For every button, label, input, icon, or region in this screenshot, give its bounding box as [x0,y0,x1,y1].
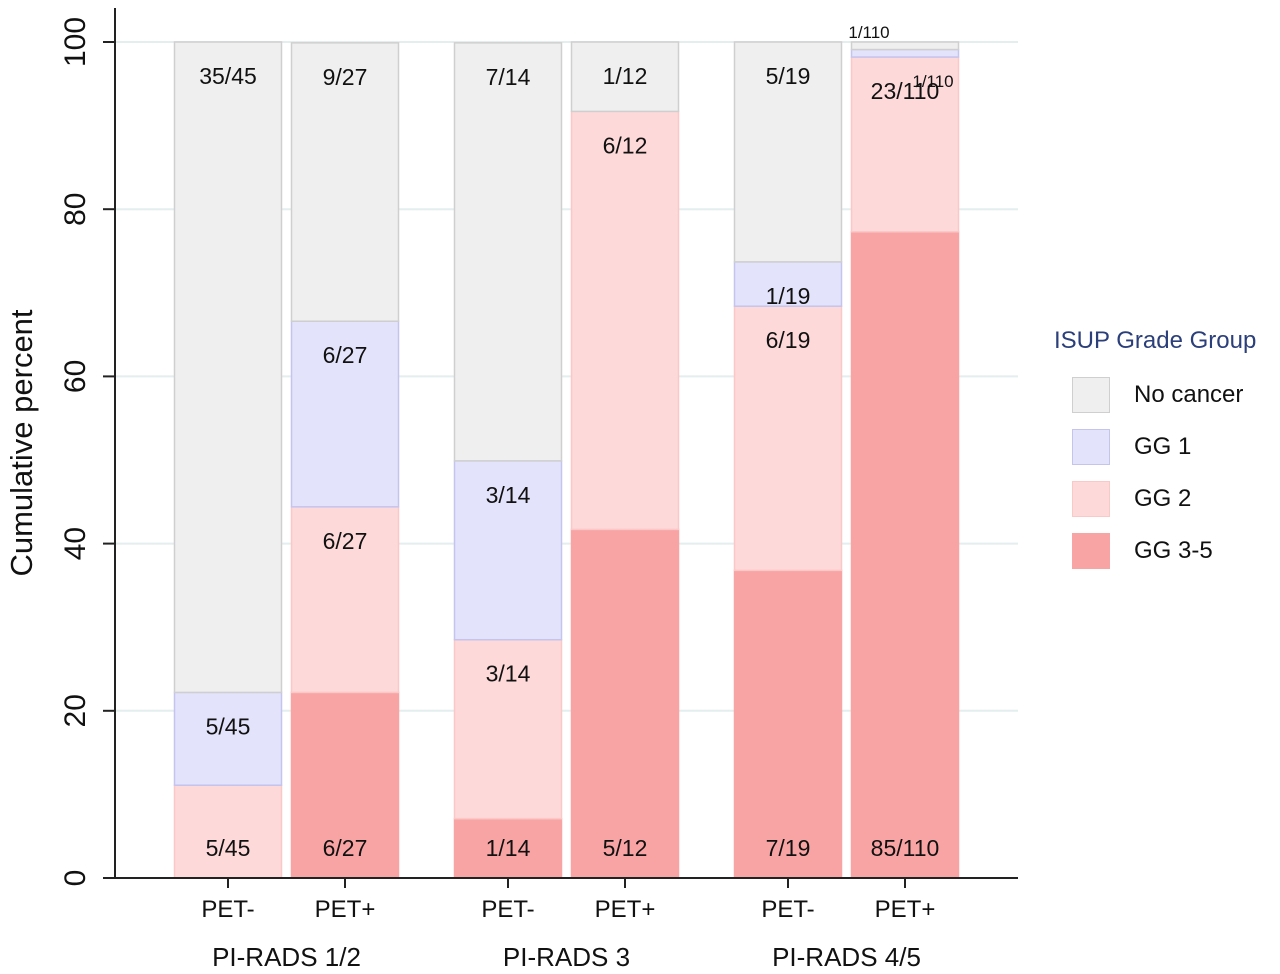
group-label: PI-RADS 4/5 [772,942,921,972]
legend-item: GG 2 [1054,473,1280,525]
bar-segment [850,41,960,51]
x-tick-label: PET- [481,896,534,923]
group-label: PI-RADS 1/2 [212,942,361,972]
x-tick-label: PET+ [315,896,376,923]
bar-data-label: 7/14 [486,64,531,90]
bar-data-label: 1/12 [603,63,648,89]
bar-segment [850,48,960,58]
legend-swatch [1072,481,1110,517]
x-tick-label: PET- [201,896,254,923]
bar-data-label: 3/14 [486,482,531,508]
y-tick-label: 80 [59,193,92,226]
bar-data-label: 1/110 [912,72,953,91]
bar-data-label: 1/14 [486,835,531,861]
legend-items: No cancer GG 1 GG 2 GG 3-5 [1054,369,1280,577]
bar-segment [733,41,843,263]
bar-data-label: 6/19 [766,327,811,353]
bar-segment [173,41,283,694]
bar-data-label: 3/14 [486,661,531,687]
bar-data-label: 5/45 [206,835,251,861]
bar-segment [290,320,400,508]
bar-segment [453,42,563,462]
bar-segment [570,41,680,113]
y-axis-label: Cumulative percent [4,309,39,576]
group-label: PI-RADS 3 [503,942,630,972]
legend-title: ISUP Grade Group [1054,327,1257,354]
bar-data-label: 5/12 [603,835,648,861]
bars [173,41,960,879]
bar-segment [173,691,283,786]
legend-item: GG 1 [1054,421,1280,473]
y-tick-label: 20 [59,694,92,727]
bar-segment [570,110,680,531]
bar-labels: 6/27 1/14 5/12 7/19 85/110 5/45 6/27 3/14 6/12 6/… [199,23,953,861]
bar-data-label: 35/45 [199,63,257,89]
legend: ISUP Grade Group No cancer GG 1 GG 2 GG 3-5 [1054,327,1280,577]
bar-segment [290,691,400,879]
legend-label: GG 1 [1134,433,1192,460]
y-tick-label: 40 [59,527,92,560]
bar-data-label: 9/27 [323,64,368,90]
bar-data-label: 23/110 [871,78,940,104]
legend-swatch [1072,429,1110,465]
bar-data-label: 5/45 [206,713,251,739]
bar-data-label: 6/12 [603,132,648,158]
legend-label: GG 3-5 [1134,537,1213,564]
bar-data-label: 85/110 [871,835,940,861]
legend-swatch [1072,377,1110,413]
legend-item: GG 3-5 [1054,525,1280,577]
y-tick-label: 60 [59,360,92,393]
legend-label: No cancer [1134,381,1244,408]
bar-segment [173,784,283,879]
legend-item: No cancer [1054,369,1280,421]
bar-data-label: 1/19 [766,283,811,309]
bar-segment [290,42,400,322]
legend-label: GG 2 [1134,485,1192,512]
bar-data-label: 7/19 [766,835,811,861]
stacked-bar-chart: 6/27 1/14 5/12 7/19 85/110 5/45 6/27 3/14 6/12 6/… [4,8,1018,972]
axes: 0 20 40 60 80 100 PET- PET+ PET- PET+ PET- PET+ PI-R… [59,8,1018,972]
bar-segment [453,460,563,641]
x-tick-label: PET+ [875,896,936,923]
bar-segment [733,261,843,307]
bar-data-label: 1/110 [848,23,889,42]
bar-data-label: 5/19 [766,63,811,89]
bar-data-label: 6/27 [323,835,368,861]
bar-data-label: 6/27 [323,342,368,368]
x-tick-label: PET+ [595,896,656,923]
y-tick-label: 100 [59,17,92,67]
y-tick-label: 0 [59,870,92,887]
bar-data-label: 6/27 [323,528,368,554]
bar-segment [570,528,680,879]
bar-segment [850,231,960,879]
bar-segment [733,569,843,879]
x-tick-label: PET- [761,896,814,923]
legend-swatch [1072,533,1110,569]
